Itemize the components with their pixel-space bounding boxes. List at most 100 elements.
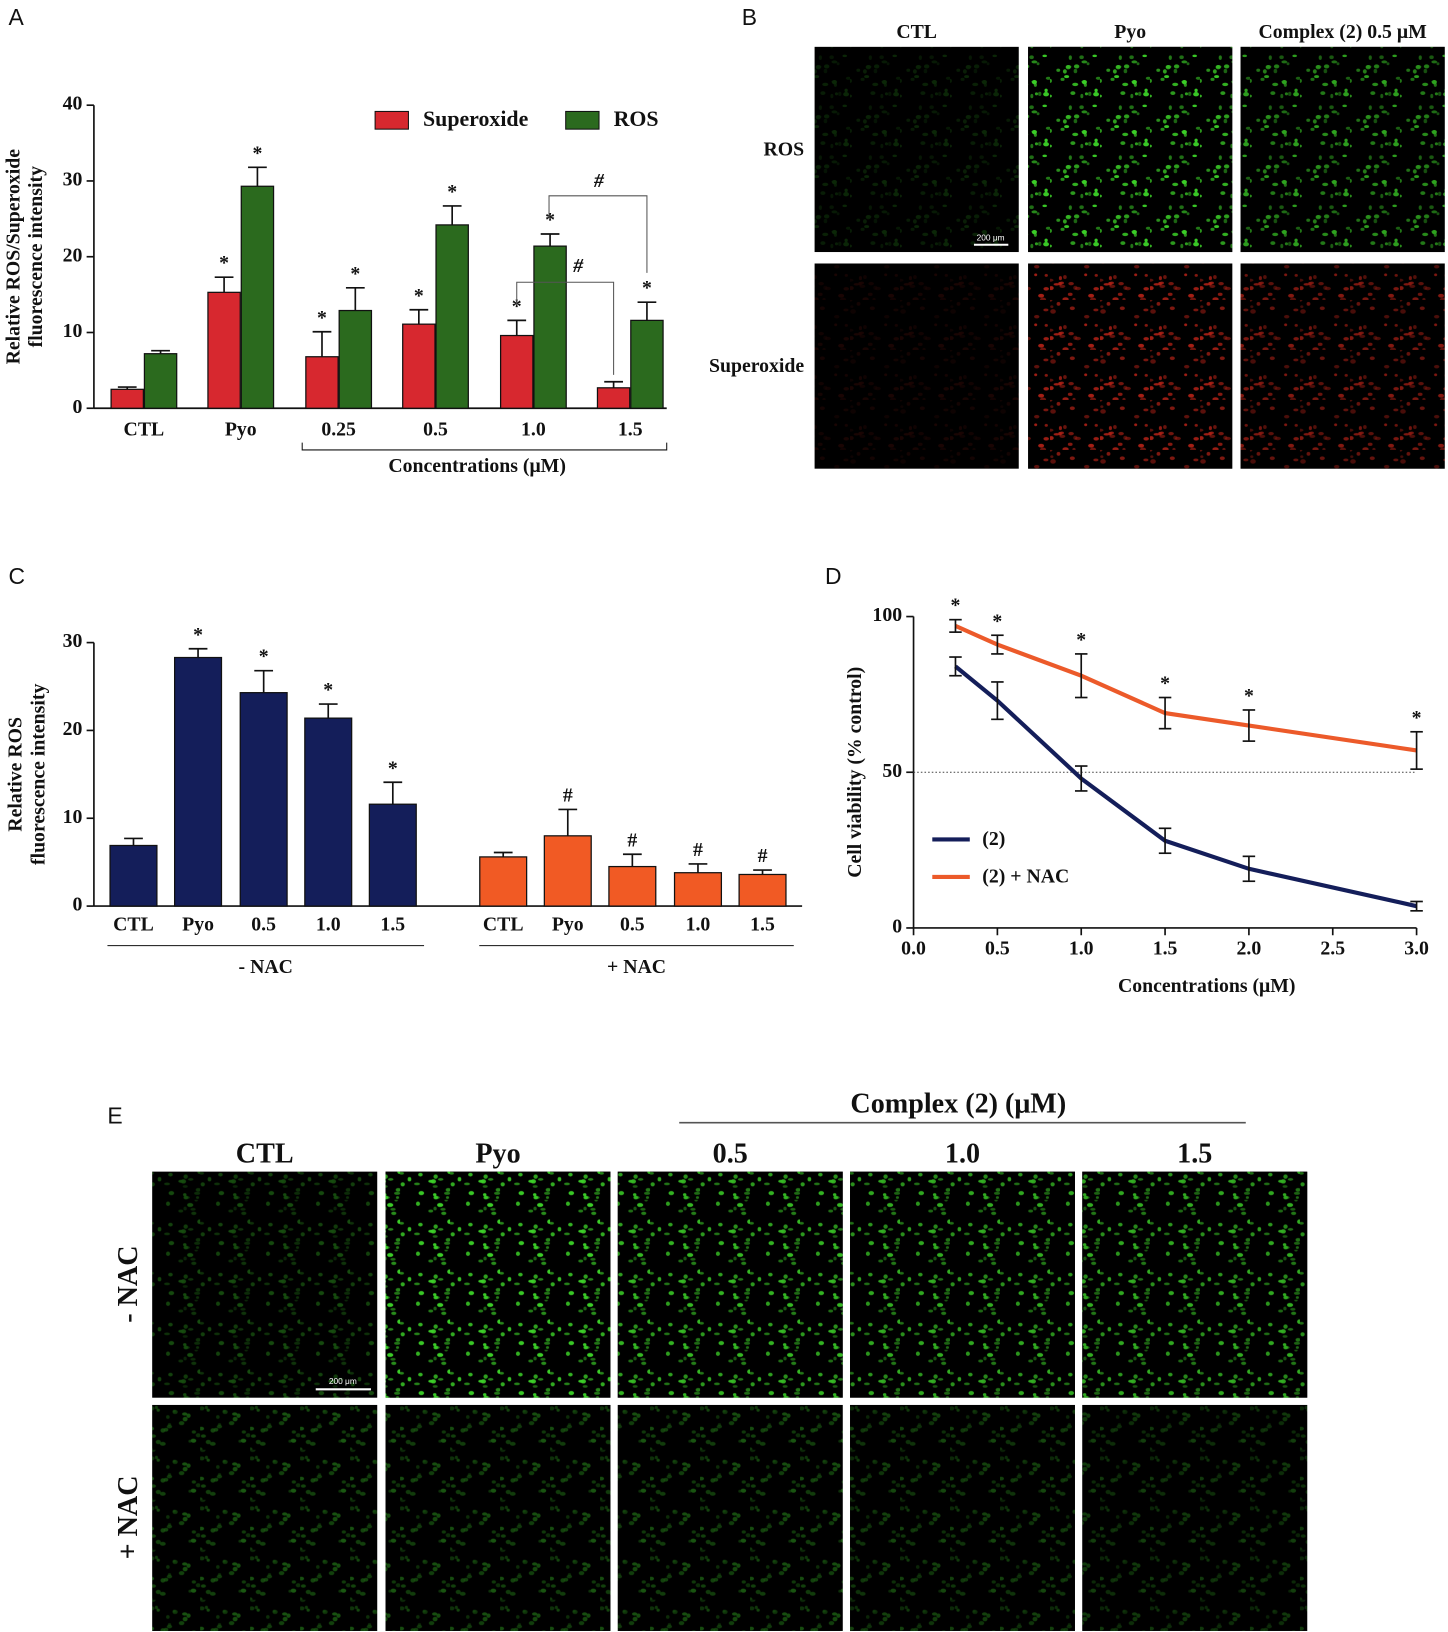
y-tick-label: 30 bbox=[63, 630, 83, 652]
x-tick-label: 1.5 bbox=[1153, 937, 1178, 959]
x-tick-label: 0.25 bbox=[321, 419, 356, 441]
panel-label: D bbox=[825, 563, 842, 589]
y-tick-label: 20 bbox=[63, 244, 83, 266]
significance-mark: * bbox=[992, 610, 1002, 632]
legend-label: Superoxide bbox=[423, 107, 529, 131]
micrograph-signal bbox=[1028, 46, 1233, 253]
x-tick-label: 1.5 bbox=[618, 419, 643, 441]
micrograph-signal bbox=[814, 46, 1019, 253]
bar bbox=[543, 835, 592, 907]
panel-label: A bbox=[9, 4, 25, 30]
y-tick-label: 0 bbox=[73, 396, 83, 418]
y-tick-label: 30 bbox=[63, 169, 83, 191]
x-tick-label: 1.0 bbox=[521, 419, 546, 441]
micrograph-signal bbox=[617, 1171, 843, 1398]
group-label: - NAC bbox=[239, 956, 293, 978]
bar bbox=[630, 319, 664, 409]
bar bbox=[239, 692, 288, 907]
x-tick-label: 0.5 bbox=[423, 419, 448, 441]
legend-label: (2) + NAC bbox=[982, 866, 1069, 888]
row-label: + NAC bbox=[113, 1475, 144, 1559]
x-tick-label: 1.0 bbox=[1069, 937, 1094, 959]
micrograph-signal bbox=[152, 1404, 378, 1631]
x-tick-label: 0.5 bbox=[620, 913, 645, 935]
group-bracket bbox=[301, 442, 668, 451]
significance-mark: * bbox=[259, 646, 269, 668]
bar bbox=[110, 388, 144, 409]
micrograph-signal bbox=[1240, 263, 1445, 469]
legend-label: ROS bbox=[614, 107, 659, 131]
legend-label: (2) bbox=[982, 828, 1005, 850]
column-label: CTL bbox=[896, 21, 937, 43]
y-axis-label: fluorescence intensity bbox=[25, 166, 47, 347]
scale-bar-label: 200 μm bbox=[329, 1376, 357, 1386]
legend-swatch bbox=[374, 110, 409, 130]
significance-mark: * bbox=[545, 209, 555, 231]
y-axis-label: Relative ROS bbox=[4, 717, 26, 832]
x-tick-label: 1.0 bbox=[686, 913, 711, 935]
panel-label: B bbox=[742, 4, 757, 30]
x-tick-label: 1.5 bbox=[750, 913, 775, 935]
bar bbox=[738, 873, 787, 907]
bar bbox=[207, 291, 241, 409]
bar bbox=[173, 656, 223, 907]
bar bbox=[368, 803, 417, 907]
y-axis-label: Cell viability (% control) bbox=[844, 667, 866, 878]
significance-mark: * bbox=[414, 285, 424, 307]
y-tick-label: 0 bbox=[892, 916, 902, 938]
significance-mark: * bbox=[447, 181, 457, 203]
micrograph-signal bbox=[850, 1404, 1075, 1631]
group-label: + NAC bbox=[607, 956, 666, 978]
y-tick-label: 10 bbox=[63, 806, 83, 828]
line bbox=[954, 623, 1417, 753]
significance-mark: * bbox=[252, 142, 262, 164]
micrograph-signal bbox=[1240, 46, 1445, 253]
significance-mark: * bbox=[388, 757, 398, 779]
column-label: 1.0 bbox=[945, 1138, 980, 1169]
significance-mark: # bbox=[563, 785, 573, 807]
x-tick-label: 2.0 bbox=[1237, 937, 1262, 959]
significance-mark: * bbox=[317, 307, 327, 329]
panel-label: C bbox=[9, 563, 26, 589]
line bbox=[954, 664, 1418, 909]
x-tick-label: Pyo bbox=[225, 419, 257, 441]
bar bbox=[304, 717, 353, 907]
comparison-bracket bbox=[516, 281, 615, 375]
micrograph-signal bbox=[385, 1171, 611, 1398]
significance-mark: * bbox=[323, 679, 333, 701]
significance-mark: # bbox=[758, 845, 768, 867]
annotation: # bbox=[572, 255, 584, 277]
x-axis-label: Concentrations (μM) bbox=[388, 455, 566, 477]
x-tick-label: CTL bbox=[124, 419, 165, 441]
x-axis-label: Concentrations (μM) bbox=[1118, 975, 1296, 997]
annotation: # bbox=[593, 170, 605, 192]
bar bbox=[143, 353, 178, 409]
significance-mark: * bbox=[951, 595, 961, 617]
micrograph-signal bbox=[385, 1404, 611, 1631]
column-label: Pyo bbox=[1114, 21, 1146, 43]
column-label: CTL bbox=[236, 1138, 294, 1169]
significance-mark: # bbox=[693, 839, 703, 861]
x-tick-label: 0.0 bbox=[901, 937, 926, 959]
column-label: Complex (2) 0.5 μM bbox=[1259, 21, 1428, 43]
bar bbox=[338, 309, 373, 409]
bar bbox=[479, 856, 528, 907]
column-label: 1.5 bbox=[1177, 1138, 1212, 1169]
bar bbox=[402, 323, 436, 409]
y-tick-label: 10 bbox=[63, 320, 83, 342]
y-tick-label: 100 bbox=[872, 604, 902, 626]
micrograph-signal bbox=[617, 1404, 843, 1631]
significance-mark: * bbox=[1412, 707, 1422, 729]
bar bbox=[240, 185, 275, 409]
bar bbox=[533, 245, 567, 409]
micrograph-signal bbox=[1028, 263, 1233, 469]
significance-mark: * bbox=[1076, 629, 1086, 651]
x-tick-label: CTL bbox=[483, 913, 524, 935]
x-tick-label: Pyo bbox=[182, 913, 214, 935]
panel-label: E bbox=[107, 1103, 122, 1129]
bar bbox=[305, 356, 339, 409]
y-tick-label: 50 bbox=[882, 760, 902, 782]
x-tick-label: 1.5 bbox=[380, 913, 405, 935]
significance-mark: * bbox=[1160, 673, 1170, 695]
